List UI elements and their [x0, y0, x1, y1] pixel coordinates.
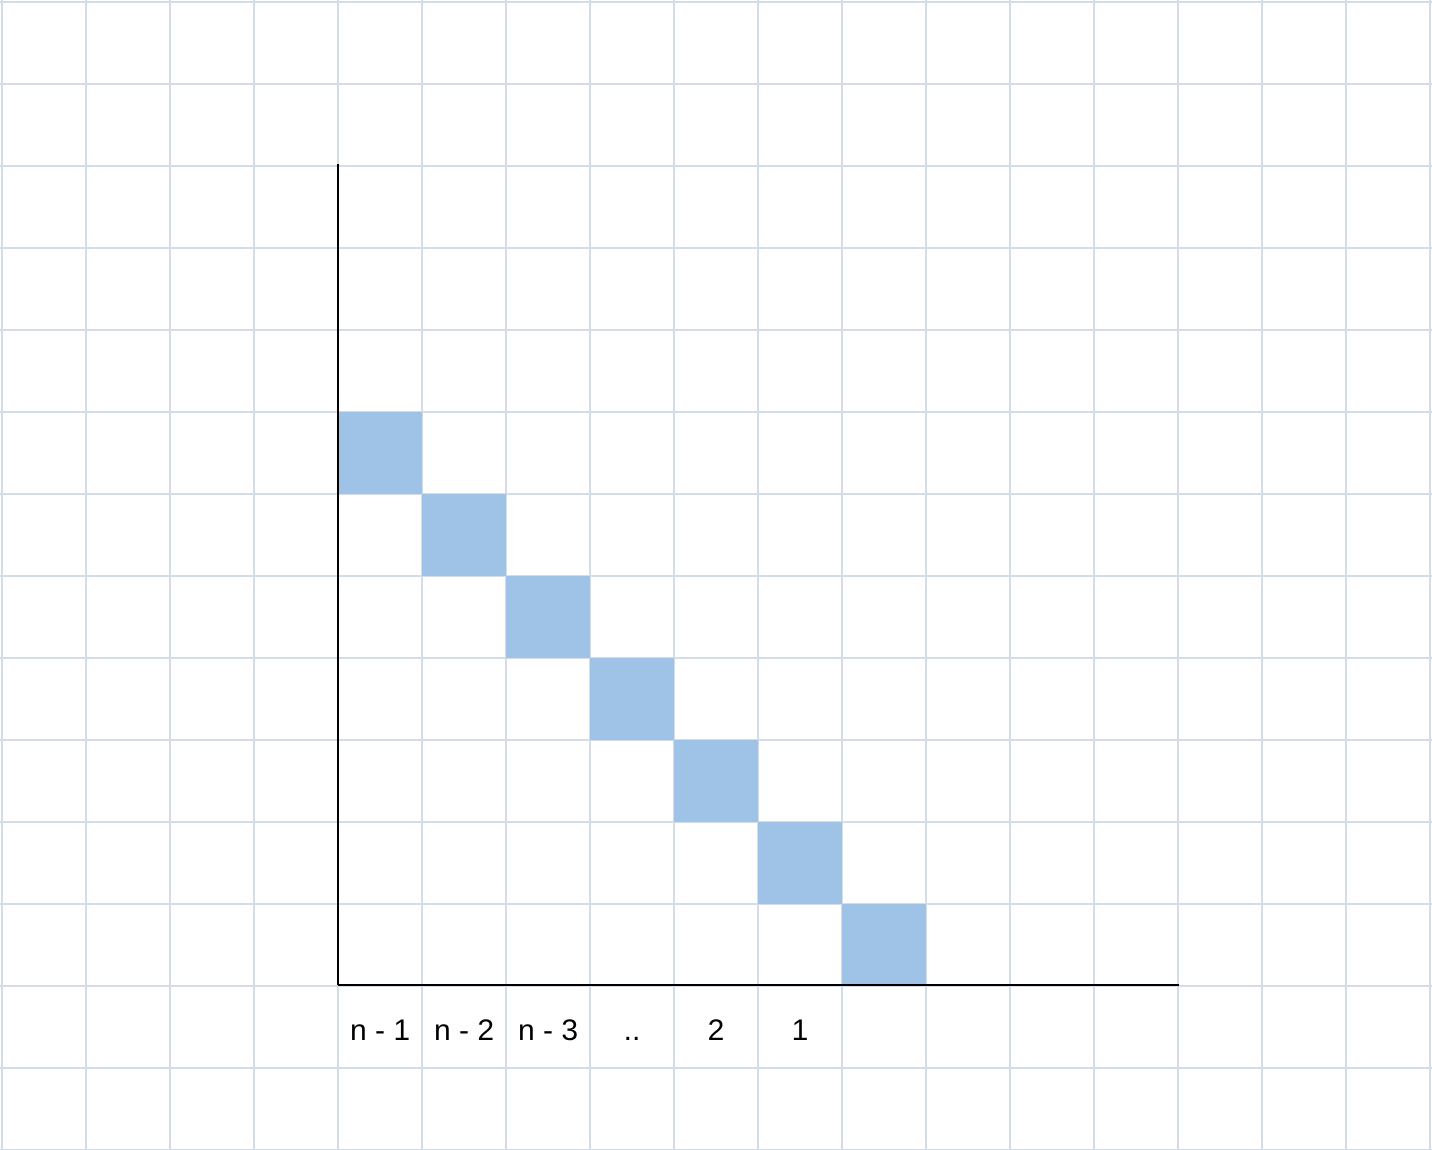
axes [337, 164, 1179, 986]
highlighted-cell [758, 822, 842, 904]
x-tick-label: 1 [792, 1014, 809, 1047]
highlighted-cell [590, 658, 674, 740]
highlighted-cell [338, 412, 422, 494]
x-tick-label: 2 [708, 1014, 725, 1047]
highlighted-cell [422, 494, 506, 576]
x-tick-label: n - 1 [350, 1014, 410, 1047]
highlighted-cell [842, 904, 926, 986]
x-tick-label: .. [624, 1014, 641, 1047]
x-tick-label: n - 3 [518, 1014, 578, 1047]
highlighted-cells [338, 412, 926, 986]
x-axis-labels: n - 1 n - 2 n - 3 .. 2 1 [350, 1014, 808, 1047]
x-tick-label: n - 2 [434, 1014, 494, 1047]
highlighted-cell [674, 740, 758, 822]
highlighted-cell [506, 576, 590, 658]
